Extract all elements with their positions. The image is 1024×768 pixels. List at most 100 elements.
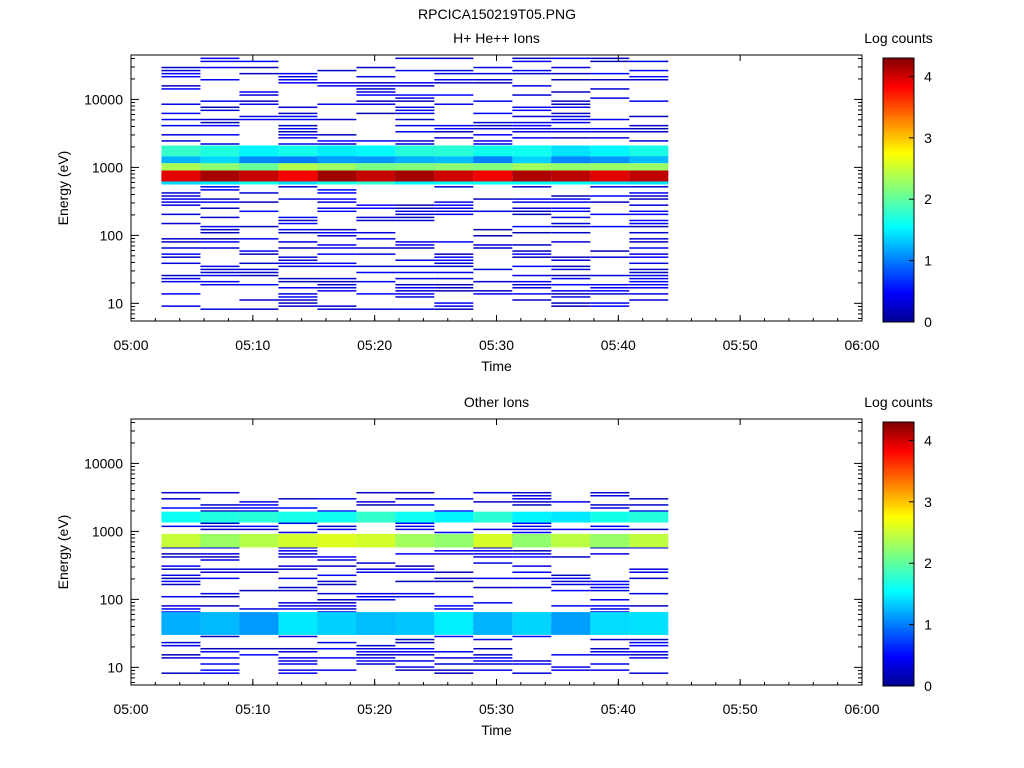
spectrogram-cell: [590, 293, 630, 295]
spectrogram-band-cell: [590, 145, 630, 157]
spectrogram-cell: [629, 547, 669, 549]
spectrogram-cell: [200, 605, 240, 607]
spectrogram-cell: [317, 69, 357, 72]
spectrogram-band-cell: [278, 511, 318, 523]
spectrogram-cell: [239, 94, 279, 96]
spectrogram-cell: [356, 253, 396, 255]
spectrogram-band-cell: [629, 145, 669, 157]
spectrogram-cell: [161, 262, 201, 265]
spectrogram-cell: [239, 60, 279, 63]
spectrogram-cell: [473, 547, 513, 549]
spectrogram-cell: [317, 192, 357, 194]
spectrogram-cell: [434, 204, 474, 206]
spectrogram-band-cell: [512, 612, 552, 635]
colorbar-tick-label: 1: [924, 253, 932, 269]
spectrogram-cell: [317, 556, 357, 558]
spectrogram-cell: [317, 525, 357, 528]
spectrogram-band-cell: [200, 612, 240, 635]
spectrogram-cell: [629, 651, 669, 653]
panel-other-ions: Other Ions 05:00 05:10 05:20 05:30 05:40 05:50…: [55, 394, 933, 738]
spectrogram-cell: [512, 94, 552, 96]
spectrogram-cell: [239, 100, 279, 102]
spectrogram-cell: [161, 580, 201, 583]
spectrogram-cell: [200, 280, 240, 283]
spectrogram-cell: [200, 525, 240, 528]
spectrogram-band-cell: [356, 156, 396, 164]
spectrogram-cell: [551, 259, 591, 261]
spectrogram-cell: [473, 124, 513, 127]
spectrogram-cell: [395, 216, 435, 219]
spectrogram-cell: [629, 79, 669, 81]
spectrogram-cell: [551, 115, 591, 118]
spectrogram-cell: [590, 305, 630, 307]
spectrogram-cell: [317, 82, 357, 84]
spectrogram-cell: [317, 262, 357, 265]
spectrogram-cell: [629, 271, 669, 274]
spectrogram-cell: [356, 140, 396, 142]
spectrogram-cell: [356, 112, 396, 115]
spectrogram-cell: [317, 559, 357, 561]
spectrogram-cell: [629, 657, 669, 659]
colorbar: [882, 421, 915, 687]
spectrogram-cell: [629, 277, 669, 280]
spectrogram-cell: [278, 143, 318, 145]
spectrogram-cell: [200, 118, 240, 121]
spectrogram-cell: [629, 100, 669, 102]
spectrogram-cell: [200, 283, 240, 286]
spectrogram-cell: [278, 577, 318, 580]
spectrogram-cell: [278, 222, 318, 225]
spectrogram-cell: [395, 504, 435, 506]
colorbar-tick-label: 4: [924, 68, 932, 84]
spectrogram-cell: [551, 256, 591, 258]
spectrogram-cell: [356, 82, 396, 84]
spectrogram-cell: [239, 274, 279, 277]
spectrogram-cell: [512, 244, 552, 246]
spectrogram-cell: [317, 641, 357, 644]
spectrogram-band-cell: [629, 511, 669, 523]
spectrogram-cell: [590, 491, 630, 494]
spectrogram-cell: [317, 308, 357, 310]
spectrogram-cell: [161, 547, 201, 549]
spectrogram-band-cell: [590, 156, 630, 164]
spectrogram-cell: [434, 308, 474, 310]
spectrogram-cell: [317, 510, 357, 512]
spectrogram-cell: [395, 244, 435, 246]
spectrogram-cell: [200, 265, 240, 268]
spectrogram-cell: [512, 525, 552, 528]
spectrogram-cell: [278, 82, 318, 84]
spectrogram-cell: [239, 210, 279, 213]
spectrogram-cell: [590, 88, 630, 90]
spectrogram-cell: [161, 305, 201, 307]
spectrogram-band-cell: [590, 181, 630, 185]
spectrogram-cell: [317, 140, 357, 142]
spectrogram-cell: [551, 290, 591, 292]
spectrogram-cell: [434, 635, 474, 638]
spectrogram-band-cell: [161, 511, 201, 523]
spectrogram-cell: [395, 259, 435, 261]
spectrogram-cell: [590, 580, 630, 583]
spectrogram-cell: [317, 198, 357, 200]
spectrogram-cell: [512, 115, 552, 118]
spectrogram-cell: [161, 556, 201, 558]
spectrogram-cell: [161, 140, 201, 142]
spectrogram-cell: [239, 283, 279, 286]
spectrogram-cell: [200, 100, 240, 102]
spectrogram-cell: [200, 228, 240, 231]
spectrogram-band-cell: [434, 156, 474, 164]
spectrogram-cell: [395, 647, 435, 650]
spectrogram-band-cell: [395, 163, 435, 171]
spectrogram-cell: [317, 277, 357, 280]
spectrogram-cell: [629, 241, 669, 243]
spectrogram-cell: [473, 235, 513, 237]
spectrogram-cell: [356, 265, 396, 268]
spectrogram-band-cell: [356, 181, 396, 185]
spectrogram-cell: [356, 219, 396, 222]
spectrogram-cell: [395, 112, 435, 115]
spectrogram-cell: [512, 522, 552, 525]
spectrogram-cell: [161, 134, 201, 136]
spectrogram-cell: [395, 204, 435, 206]
x-tick-label: 05:40: [601, 701, 636, 717]
spectrogram-cell: [590, 583, 630, 586]
colorbar-tick-label: 3: [924, 130, 932, 146]
spectrogram-cell: [473, 550, 513, 552]
